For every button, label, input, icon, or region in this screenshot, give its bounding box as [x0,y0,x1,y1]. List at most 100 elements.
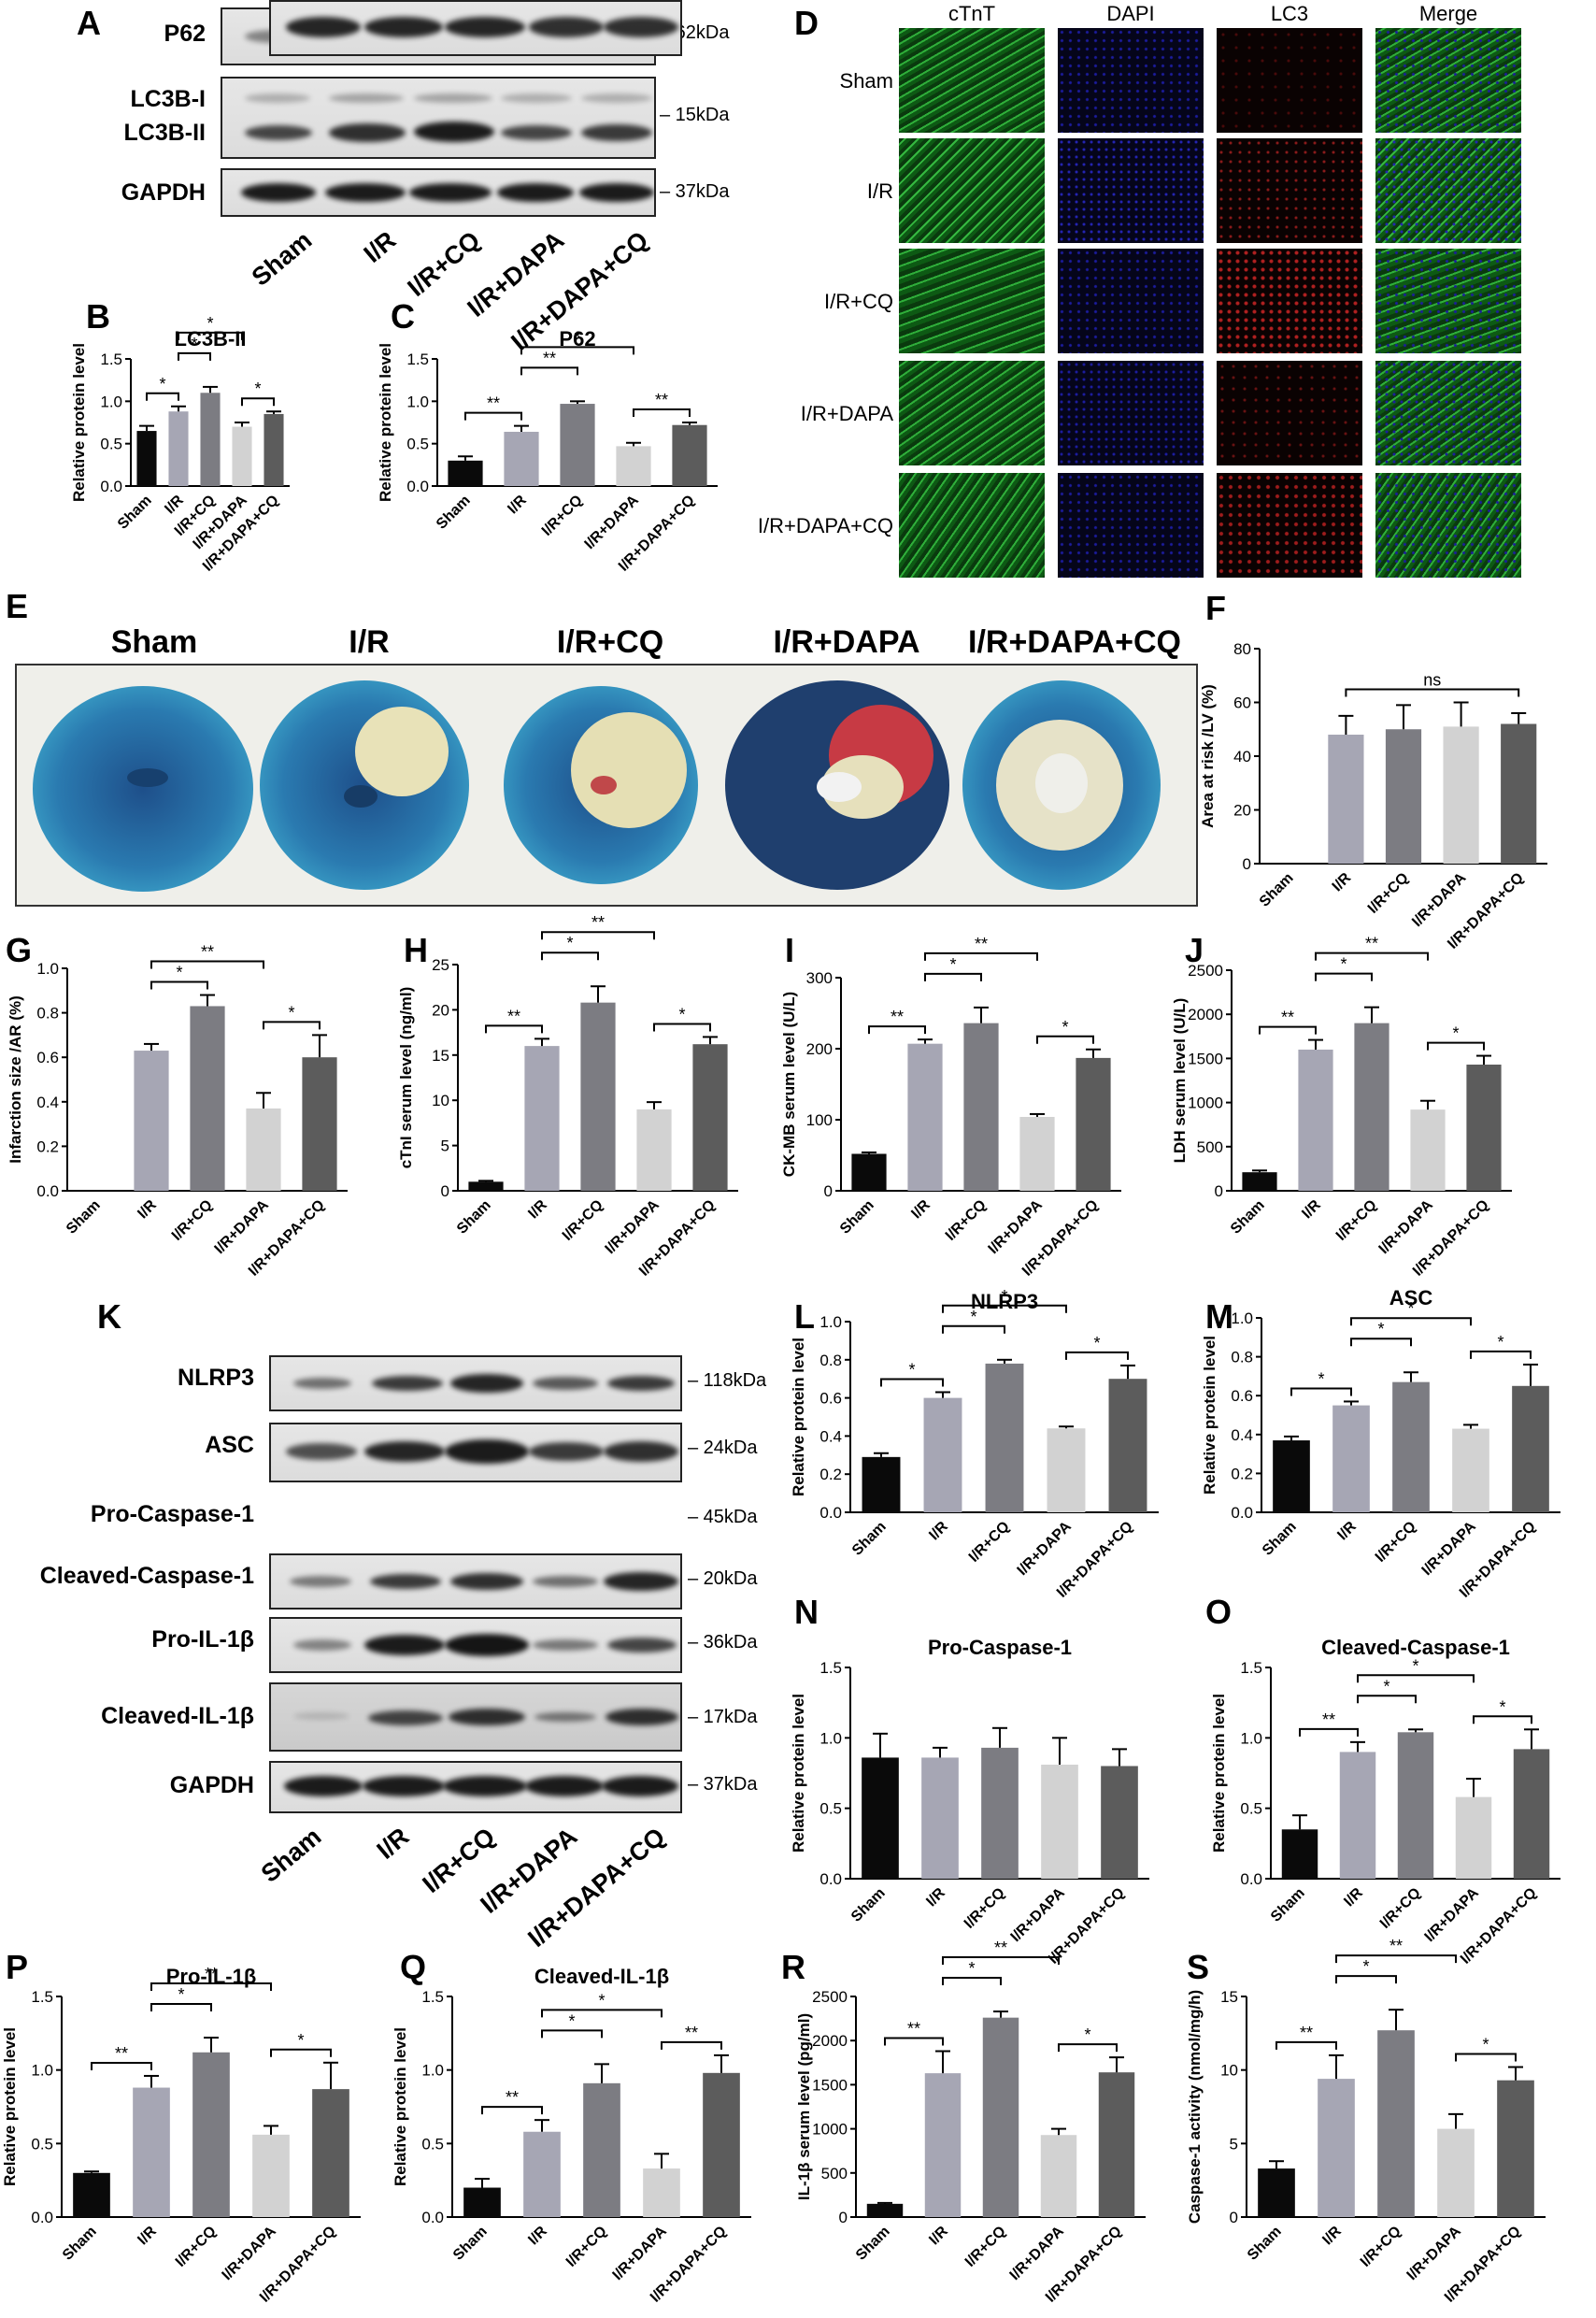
chart-g-ytick-label: 0.6 [36,1049,59,1066]
chart-r-bar [924,2073,962,2217]
chart-j-sig-label: ** [1365,935,1378,953]
chart-r-sig-bracket [942,1977,1002,1986]
if-ir-merge [1375,138,1521,243]
chart-q-ylabel: Relative protein level [392,2027,409,2186]
chart-s-xtick-label: I/R+DAPA [1404,2223,1465,2283]
chart-m-title: ASC [1389,1286,1433,1309]
chart-i-ytick-label: 200 [806,1040,833,1058]
chart-b-xtick-label: I/R [162,492,187,517]
chart-j-ytick-label: 0 [1215,1182,1223,1200]
chart-q-sig-bracket [541,2029,603,2039]
chart-n-bar [981,1747,1019,1879]
chart-l-ylabel: Relative protein level [790,1338,807,1496]
chart-m-ylabel: Relative protein level [1201,1336,1218,1495]
chart-r-ytick-label: 2500 [812,1988,848,2006]
chart-p-xtick-label: I/R+CQ [173,2224,220,2270]
chart-i-bar [907,1043,943,1191]
heart-label-ir-dapa-cq: I/R+DAPA+CQ [968,624,1181,660]
chart-h-bar [636,1109,672,1191]
chart-o-bar [1513,1749,1550,1879]
chart-f-ytick-label: 60 [1233,694,1251,712]
chart-b-bar [200,393,221,486]
chart-p-ytick-label: 1.5 [31,1988,53,2006]
chart-p-bar [73,2172,110,2217]
chart-m: 0.0 0.2 0.4 0.6 0.8 1.0 Relative protein level… [1201,1286,1560,1601]
if-ir-dapi [1058,138,1204,243]
chart-i-sig-bracket [924,952,1038,961]
chart-i-xtick-label: I/R+DAPA [986,1196,1047,1257]
if-ir-dapa-merge [1375,361,1521,465]
chart-i-sig-bracket [924,972,982,981]
chart-b-ytick-label: 0.0 [100,478,122,495]
chart-b-sig-label: * [207,314,213,333]
chart-g-sig-bracket [150,960,264,969]
chart-i-bar [963,1023,999,1191]
chart-b-bar [168,411,189,486]
chart-p-xtick-label: Sham [60,2224,100,2264]
chart-n-bar [862,1757,899,1879]
blot-k-kda-cleaved-il-1b: – 17kDa [688,1707,758,1727]
blot-k-label-nlrp3: NLRP3 [178,1365,254,1391]
chart-m-sig-label: * [1318,1369,1324,1388]
chart-r-xtick-label: I/R [926,2223,951,2248]
blot-a-strip-gapdh [221,168,656,217]
chart-n-ytick-label: 1.5 [819,1659,842,1677]
chart-p-ytick-label: 0.5 [31,2135,53,2153]
chart-m-bar [1452,1428,1489,1512]
chart-o-sig-bracket [1299,1727,1359,1737]
chart-i-sig-label: ** [975,935,988,953]
chart-m-xtick-label: I/R [1334,1518,1360,1543]
chart-q-ytick-label: 0.5 [421,2135,444,2153]
blot-k-label-gapdh: GAPDH [169,1772,254,1798]
chart-p-sig-bracket [270,2048,332,2057]
chart-l-sig-bracket [942,1304,1067,1313]
chart-c-sig-label: ** [655,391,668,409]
chart-r-ytick-label: 2000 [812,2032,848,2050]
chart-j-xtick-label: I/R+CQ [1333,1197,1380,1244]
chart-n-xtick-label: I/R+DAPA [1008,1884,1069,1945]
chart-o-xtick-label: I/R+CQ [1377,1885,1424,1932]
chart-p-sig-bracket [150,1982,272,1992]
chart-l-sig-bracket [942,1324,1005,1334]
chart-s-ytick-label: 5 [1230,2135,1238,2153]
chart-n-ytick-label: 0.5 [819,1800,842,1818]
panel-letter-g: G [6,931,33,969]
chart-j-ytick-label: 1000 [1188,1095,1223,1112]
panel-letter-n: N [794,1593,819,1631]
chart-q-bar [703,2072,740,2217]
chart-i-ylabel: CK-MB serum level (U/L) [780,992,798,1177]
chart-n-ytick-label: 0.0 [819,1870,842,1888]
chart-q-bar [463,2187,501,2217]
chart-m-bar [1392,1381,1430,1512]
if-row-ir-cq: I/R+CQ [824,290,893,313]
chart-m-sig-label: * [1407,1299,1414,1318]
chart-s-ytick-label: 0 [1230,2209,1238,2226]
chart-r-bar [1040,2135,1077,2217]
chart-i-xtick-label: I/R+CQ [943,1197,990,1244]
chart-c-ylabel: Relative protein level [377,343,394,502]
chart-s-bar [1258,2168,1295,2217]
chart-q-ytick-label: 1.0 [421,2062,444,2080]
if-ir-dapa-cq-dapi [1058,473,1204,578]
chart-l-ytick-label: 0.8 [819,1352,842,1369]
chart-n-xtick-label: Sham [848,1885,889,1925]
chart-b-ytick-label: 1.5 [100,351,122,368]
chart-f-xtick-label: I/R+CQ [1365,870,1412,917]
chart-g-bar [134,1051,169,1191]
chart-f-ytick-label: 20 [1233,802,1251,820]
chart-l-bar [985,1363,1024,1512]
chart-m-ytick-label: 0.2 [1231,1465,1253,1482]
chart-j: 0 500 1000 1500 2000 2500 LDH serum level (U/L… [1171,935,1512,1280]
panel-letter-k: K [97,1297,121,1336]
chart-l-sig-bracket [1065,1351,1129,1360]
blot-a-label-gapdh: GAPDH [121,179,206,206]
chart-c-ytick-label: 0.0 [406,478,429,495]
chart-j-sig-bracket [1259,1025,1317,1035]
chart-o-ytick-label: 1.0 [1240,1729,1262,1747]
chart-o-ytick-label: 0.0 [1240,1870,1262,1888]
chart-m-ytick-label: 0.8 [1231,1349,1253,1366]
blot-a-label-lc3b-i: LC3B-I [130,86,206,112]
chart-i-bar [1076,1057,1111,1191]
if-sham-lc3 [1217,28,1362,133]
panel-letter-o: O [1205,1593,1233,1631]
